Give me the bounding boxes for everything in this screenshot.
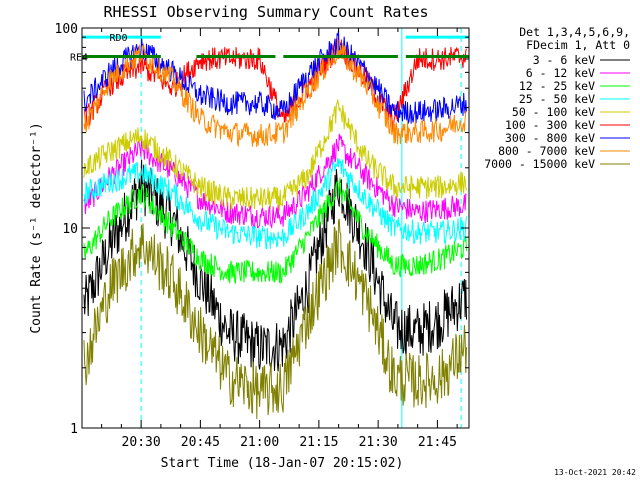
annotation-rd0: RD0 [110, 33, 128, 44]
axes: 1 10 100 20:30 20:45 21:00 21:15 21:30 21:45 [55, 22, 470, 450]
y-tick-label-0: 1 [70, 422, 78, 437]
series-line-5 [83, 35, 467, 131]
y-tick-label-2: 100 [55, 22, 78, 37]
series-line-4 [83, 99, 467, 211]
x-tick-label-0: 20:30 [122, 435, 161, 450]
legend-label-7: 800 - 7000 keV [498, 144, 595, 158]
y-tick-label-1: 10 [62, 222, 78, 237]
x-tick-label-3: 21:15 [299, 435, 338, 450]
series-line-3 [83, 157, 467, 250]
legend-header-0: Det 1,3,4,5,6,9, [519, 25, 630, 39]
chart-title: RHESSI Observing Summary Count Rates [103, 3, 428, 21]
legend-header-1: FDecim 1, Att 0 [526, 38, 630, 52]
series-line-2 [83, 177, 467, 285]
legend-label-1: 6 - 12 keV [526, 66, 595, 80]
x-tick-label-1: 20:45 [181, 435, 220, 450]
annotation-re4: RE4 [70, 53, 88, 64]
legend-label-3: 25 - 50 keV [519, 92, 595, 106]
x-tick-label-5: 21:45 [418, 435, 457, 450]
legend: Det 1,3,4,5,6,9,FDecim 1, Att 03 - 6 keV… [484, 25, 630, 171]
timestamp: 13-Oct-2021 20:42 [554, 468, 636, 477]
x-tick-label-2: 21:00 [240, 435, 279, 450]
y-axis-label: Count Rate (s⁻¹ detector⁻¹) [29, 122, 44, 333]
legend-label-2: 12 - 25 keV [519, 79, 595, 93]
x-tick-label-4: 21:30 [359, 435, 398, 450]
legend-label-6: 300 - 800 keV [505, 131, 595, 145]
series-line-7 [83, 39, 467, 148]
series-line-8 [83, 218, 467, 420]
x-axis-label: Start Time (18-Jan-07 20:15:02) [161, 456, 404, 471]
legend-label-8: 7000 - 15000 keV [484, 157, 595, 171]
legend-label-0: 3 - 6 keV [533, 53, 595, 67]
legend-label-5: 100 - 300 keV [505, 118, 595, 132]
legend-label-4: 50 - 100 keV [512, 105, 595, 119]
plot-area: RD0 RE4 [70, 28, 469, 428]
